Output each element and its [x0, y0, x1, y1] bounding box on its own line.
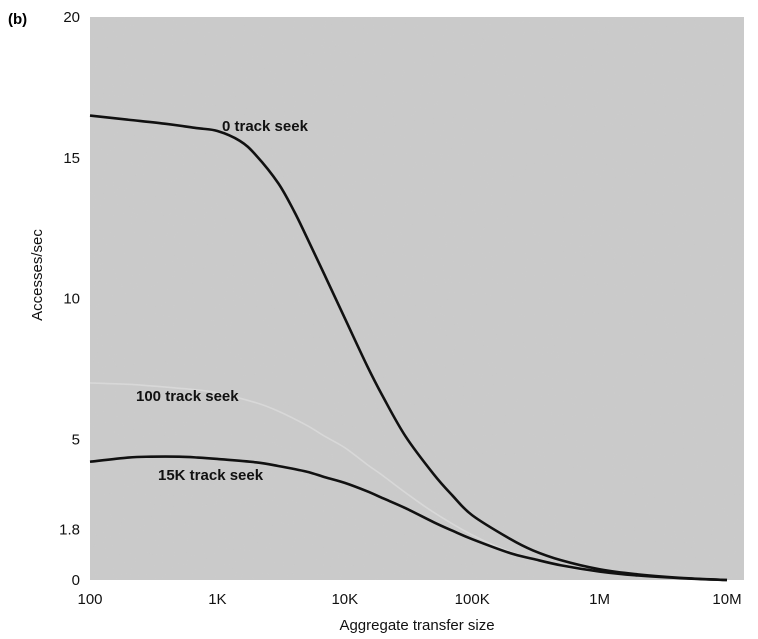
annotation-100-track-seek: 100 track seek	[136, 388, 239, 405]
y-tick-label-1-8: 1.8	[59, 521, 80, 538]
plot-background-texture	[90, 17, 744, 580]
x-tick-label-10k: 10K	[331, 591, 358, 608]
x-tick-labels: 100 1K 10K 100K 1M 10M	[77, 591, 741, 608]
y-axis-title: Accesses/sec	[29, 229, 46, 321]
series-line-0-track-seek	[89, 114, 728, 582]
x-tick-label-10m: 10M	[712, 591, 741, 608]
panel-label: (b)	[8, 11, 27, 28]
y-tick-label-5: 5	[72, 431, 80, 448]
y-tick-label-15: 15	[63, 150, 80, 167]
x-tick-label-100: 100	[77, 591, 102, 608]
y-tick-label-0: 0	[72, 572, 80, 589]
annotation-15k-track-seek: 15K track seek	[158, 467, 264, 484]
annotation-0-track-seek: 0 track seek	[222, 118, 309, 135]
plot-area	[90, 17, 744, 580]
series-line-15k-track-seek	[89, 455, 728, 582]
y-tick-labels: 0 1.8 5 10 15 20	[59, 9, 80, 589]
x-tick-label-1m: 1M	[589, 591, 610, 608]
x-tick-label-100k: 100K	[455, 591, 490, 608]
y-tick-label-20: 20	[63, 9, 80, 26]
y-tick-label-10: 10	[63, 291, 80, 308]
series-lines	[89, 114, 728, 582]
x-tick-label-1k: 1K	[208, 591, 226, 608]
x-axis-title: Aggregate transfer size	[339, 617, 494, 634]
